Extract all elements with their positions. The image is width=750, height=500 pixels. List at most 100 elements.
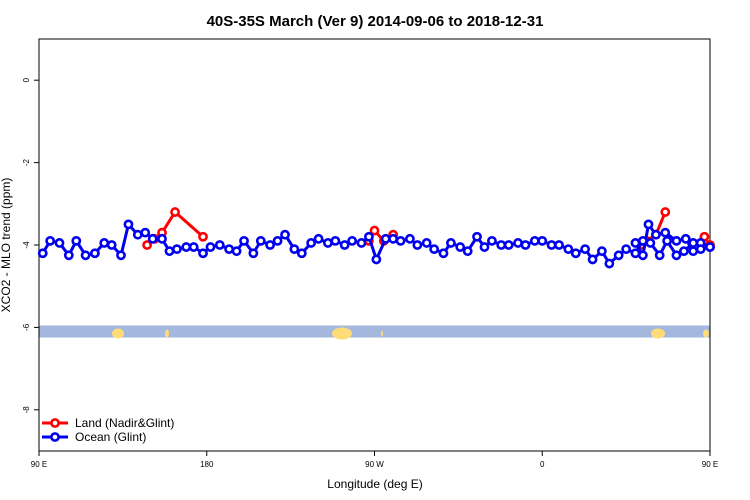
data-point: [645, 238, 656, 248]
data-point: [188, 242, 199, 252]
data-point: [596, 246, 607, 257]
data-point: [164, 246, 175, 257]
data-point: [638, 235, 648, 246]
data-point: [239, 235, 249, 246]
data-point: [695, 244, 706, 255]
data-point: [613, 250, 624, 261]
data-point: [132, 229, 143, 240]
data-point: [546, 240, 557, 250]
data-point: [248, 248, 259, 259]
data-point: [630, 238, 641, 248]
data-point: [513, 238, 523, 248]
x-axis-label: Longitude (deg E): [327, 477, 422, 491]
data-point: [660, 227, 671, 238]
data-point: [205, 242, 216, 252]
data-point: [99, 238, 110, 248]
data-point: [462, 246, 473, 257]
x-tick-label: 0: [540, 460, 545, 469]
land-patch: [165, 329, 169, 338]
data-point: [446, 238, 456, 248]
plot-frame: [38, 38, 711, 452]
data-point: [172, 244, 182, 255]
data-point: [198, 248, 208, 259]
data-point: [364, 231, 374, 242]
land-patch: [703, 329, 709, 338]
y-axis: 0 -2 -4 -6 -8: [22, 77, 39, 413]
data-point: [323, 238, 333, 248]
data-point: [688, 246, 699, 257]
data-point: [71, 235, 82, 246]
data-point: [272, 235, 283, 246]
data-point: [369, 225, 380, 236]
data-point: [688, 238, 699, 248]
land-patch: [381, 330, 383, 337]
data-point: [45, 235, 56, 246]
data-point: [198, 231, 208, 242]
data-point: [660, 207, 671, 217]
data-point: [405, 233, 415, 244]
data-point: [412, 240, 423, 250]
data-point: [537, 235, 548, 246]
data-point: [54, 238, 65, 248]
data-point: [472, 231, 482, 242]
data-point: [255, 235, 266, 246]
legend-swatch-marker: [50, 432, 60, 442]
data-point: [496, 240, 507, 250]
data-point: [651, 229, 661, 240]
data-point: [705, 242, 715, 252]
data-point: [37, 248, 48, 259]
legend: Land (Nadir&Glint)Ocean (Glint): [42, 416, 174, 444]
data-point: [296, 248, 307, 259]
data-point: [621, 244, 632, 255]
data-point: [520, 240, 531, 250]
data-point: [116, 250, 126, 261]
data-point: [330, 235, 341, 246]
series: [37, 219, 715, 269]
data-point: [604, 258, 615, 269]
data-point: [170, 207, 180, 217]
data-point: [380, 233, 391, 244]
y-tick-label: -4: [22, 241, 31, 249]
data-point: [90, 248, 100, 259]
data-point: [339, 240, 350, 250]
data-point: [487, 235, 497, 246]
data-point: [662, 235, 673, 246]
x-tick-label: 90 E: [702, 460, 718, 469]
data-point: [679, 246, 689, 257]
data-point: [289, 244, 300, 255]
x-tick-label: 180: [200, 460, 214, 469]
data-point: [438, 248, 449, 259]
data-point: [106, 240, 117, 250]
legend-label: Land (Nadir&Glint): [75, 416, 174, 430]
data-point: [570, 248, 581, 259]
data-point: [231, 246, 242, 257]
data-point: [680, 233, 691, 244]
y-axis-label: XCO2 - MLO trend (ppm): [0, 178, 13, 313]
data-point: [356, 238, 367, 248]
data-point: [503, 240, 514, 250]
data-point: [638, 250, 648, 261]
data-point: [147, 233, 158, 244]
data-point: [395, 235, 406, 246]
ocean-band: [39, 325, 710, 338]
data-point: [671, 250, 682, 261]
data-point: [529, 235, 540, 246]
y-tick-label: -2: [22, 158, 31, 166]
data-point: [140, 227, 151, 238]
chart-title: 40S-35S March (Ver 9) 2014-09-06 to 2018…: [207, 13, 544, 30]
data-point: [214, 240, 225, 250]
data-point: [671, 235, 682, 246]
y-tick-label: -8: [22, 406, 31, 414]
data-point: [157, 233, 167, 244]
data-point: [455, 242, 466, 252]
data-point: [554, 240, 564, 250]
data-point: [63, 250, 74, 261]
data-point: [587, 254, 598, 265]
data-point: [181, 242, 192, 252]
data-point: [142, 240, 153, 250]
legend-label: Ocean (Glint): [75, 430, 146, 444]
x-tick-label: 90 W: [365, 460, 384, 469]
data-point: [421, 238, 432, 248]
data-point: [313, 233, 324, 244]
x-axis: 90 E 180 90 W 0 90 E: [31, 451, 718, 469]
